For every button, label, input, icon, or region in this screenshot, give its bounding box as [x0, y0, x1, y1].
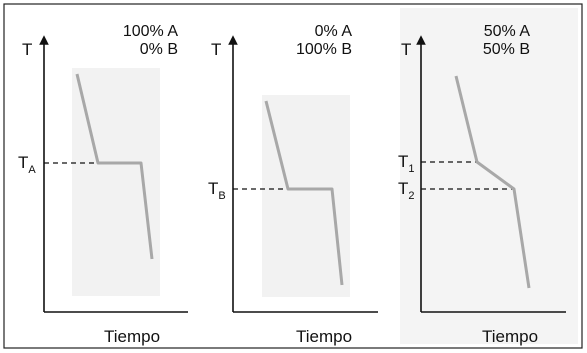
panel-2-shade: [262, 95, 350, 297]
panel-1: T 100% A 0% B Tiempo TA: [18, 23, 188, 346]
panel-3-composition-a: 50% A: [484, 23, 531, 40]
panel-2: T 0% A 100% B Tiempo TB: [208, 23, 378, 346]
panel-3-x-label: Tiempo: [482, 327, 538, 346]
panel-2-plateau-label: TB: [208, 179, 226, 202]
panel-3-y-label: T: [401, 40, 411, 59]
panel-1-shade: [72, 68, 160, 296]
panel-1-cooling-curve: [75, 73, 154, 260]
panel-3-break-label-2: T2: [398, 179, 415, 202]
panel-3-composition-b: 50% B: [483, 41, 530, 58]
panel-1-y-label: T: [22, 40, 32, 59]
panel-2-x-label: Tiempo: [296, 327, 352, 346]
panel-2-y-label: T: [211, 40, 221, 59]
panel-1-x-label: Tiempo: [104, 327, 160, 346]
panel-2-cooling-curve: [264, 100, 344, 286]
panel-2-composition-b: 100% B: [296, 41, 352, 58]
panel-2-composition-a: 0% A: [315, 23, 353, 40]
panel-1-plateau-label: TA: [18, 153, 36, 176]
panel-1-composition-a: 100% A: [123, 23, 178, 40]
panel-3-cooling-curve: [454, 75, 531, 289]
figure-frame: [3, 3, 583, 349]
panel-1-composition-b: 0% B: [140, 41, 178, 58]
panel-3: T 50% A 50% B Tiempo T1 T2: [398, 23, 566, 346]
panel-3-break-label-1: T1: [398, 152, 415, 175]
panel-3-shade: [400, 8, 578, 344]
